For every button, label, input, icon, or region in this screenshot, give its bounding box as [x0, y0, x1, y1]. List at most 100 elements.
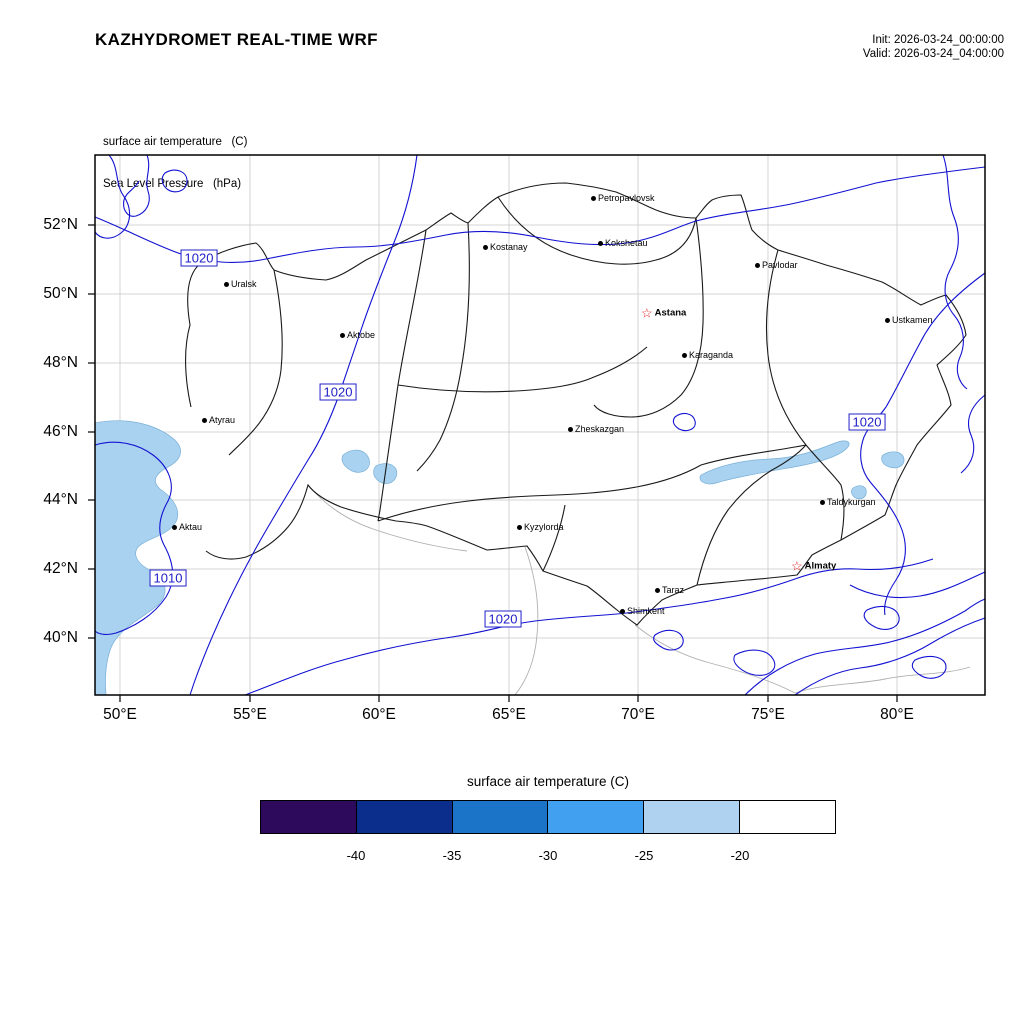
- colorbar: [260, 800, 836, 834]
- colorbar-segment: [644, 801, 741, 833]
- city-dot-icon: [598, 240, 603, 246]
- city-label: Almaty: [804, 560, 837, 572]
- colorbar-tick-label: -20: [730, 848, 750, 863]
- city-label: Karaganda: [689, 350, 734, 360]
- city-marker: Petropavlovsk: [591, 193, 655, 203]
- lat-tick-label: 48°N: [43, 354, 78, 371]
- capital-star-icon: ☆: [641, 305, 653, 320]
- lon-tick-label: 50°E: [103, 706, 137, 723]
- lat-tick-label: 52°N: [43, 216, 78, 233]
- neighbor-borders: [307, 484, 971, 696]
- city-label: Astana: [654, 307, 687, 319]
- colorbar-title: surface air temperature (C): [466, 774, 630, 789]
- city-dot-icon: [820, 499, 825, 505]
- city-dot-icon: [620, 608, 625, 614]
- city-dot-icon: [591, 195, 596, 201]
- colorbar-tick-label: -30: [538, 848, 558, 863]
- city-marker-capital: ☆ Astana: [641, 305, 687, 320]
- axis-ticks: [88, 224, 898, 702]
- city-marker: Atyrau: [202, 415, 235, 425]
- lon-tick-label: 80°E: [880, 706, 914, 723]
- city-label: Taldykurgan: [827, 497, 876, 507]
- city-marker: Kyzylorda: [517, 522, 564, 532]
- lake-alakol: [850, 485, 867, 500]
- capital-star-icon: ☆: [791, 558, 803, 573]
- pressure-contour-label: 1020: [319, 383, 357, 401]
- lon-tick-label: 65°E: [492, 706, 526, 723]
- lon-tick-label: 60°E: [362, 706, 396, 723]
- city-label: Kostanay: [490, 242, 528, 252]
- colorbar-segment: [261, 801, 357, 833]
- colorbar-segment: [548, 801, 645, 833]
- pressure-contour-label: 1020: [848, 413, 886, 431]
- page-title: KAZHYDROMET REAL-TIME WRF: [95, 30, 378, 49]
- city-dot-icon: [224, 281, 229, 287]
- city-label: Pavlodar: [762, 260, 798, 270]
- city-marker: Shimkent: [620, 606, 665, 616]
- country-borders: [185, 182, 967, 626]
- field-label-temperature: surface air temperature (C): [103, 136, 248, 148]
- city-dot-icon: [885, 317, 890, 323]
- city-dot-icon: [340, 332, 345, 338]
- city-label: Shimkent: [627, 606, 665, 616]
- city-label: Aktau: [179, 522, 203, 532]
- city-dot-icon: [568, 426, 573, 432]
- pressure-contour-label: 1020: [180, 249, 218, 267]
- city-dot-icon: [517, 524, 522, 530]
- city-label: Zheskazgan: [575, 424, 625, 434]
- pressure-contours: [94, 154, 986, 696]
- city-marker: Pavlodar: [755, 260, 798, 270]
- pressure-contour-label: 1020: [484, 610, 522, 628]
- city-marker: Taraz: [655, 585, 684, 595]
- city-dot-icon: [483, 244, 488, 250]
- city-marker: Ustkamen: [885, 315, 933, 325]
- city-marker: Aktau: [172, 522, 202, 532]
- city-marker: Taldykurgan: [820, 497, 876, 507]
- city-marker: Uralsk: [224, 279, 257, 289]
- city-label: Atyrau: [209, 415, 236, 425]
- lon-tick-label: 55°E: [233, 706, 267, 723]
- pressure-contour-label: 1010: [149, 569, 187, 587]
- lat-tick-label: 42°N: [43, 560, 78, 577]
- city-label: Kokshetau: [605, 238, 648, 248]
- caspian-sea: [94, 420, 181, 696]
- colorbar-segment: [452, 801, 549, 833]
- lat-tick-label: 50°N: [43, 285, 78, 302]
- city-marker: Kostanay: [483, 242, 528, 252]
- city-marker: Karaganda: [682, 350, 733, 360]
- city-marker: Kokshetau: [598, 238, 648, 248]
- city-dot-icon: [682, 352, 687, 358]
- valid-time: Valid: 2026-03-24_04:00:00: [862, 48, 1004, 60]
- lake-balkhash: [699, 440, 850, 485]
- city-label: Ustkamen: [892, 315, 933, 325]
- map-canvas: 1020 1020 1020 1020 1010 Petropavlovsk K…: [88, 154, 986, 702]
- lon-tick-label: 70°E: [621, 706, 655, 723]
- kazakhstan-outline: [185, 182, 967, 626]
- colorbar-tick-label: -40: [346, 848, 366, 863]
- lon-tick-label: 75°E: [751, 706, 785, 723]
- colorbar-ticks: -40 -35 -30 -25 -20: [260, 848, 836, 866]
- city-dot-icon: [202, 417, 207, 423]
- city-marker: Zheskazgan: [568, 424, 624, 434]
- lat-tick-label: 44°N: [43, 491, 78, 508]
- city-label: Aktobe: [347, 330, 376, 340]
- aral-sea: [341, 449, 370, 473]
- city-marker: Aktobe: [340, 330, 375, 340]
- city-marker-capital: ☆ Almaty: [791, 558, 837, 573]
- city-label: Taraz: [662, 585, 685, 595]
- map-graphics: [88, 154, 986, 702]
- city-dot-icon: [172, 524, 177, 530]
- colorbar-tick-label: -25: [634, 848, 654, 863]
- init-time: Init: 2026-03-24_00:00:00: [872, 34, 1004, 46]
- lat-tick-label: 46°N: [43, 423, 78, 440]
- map-frame: [94, 154, 986, 696]
- city-dot-icon: [655, 587, 660, 593]
- field-labels: surface air temperature (C) Sea Level Pr…: [103, 107, 247, 219]
- lat-tick-label: 40°N: [43, 629, 78, 646]
- colorbar-segment: [356, 801, 453, 833]
- colorbar-tick-label: -35: [442, 848, 462, 863]
- city-dot-icon: [755, 262, 760, 268]
- city-label: Petropavlovsk: [598, 193, 655, 203]
- city-label: Uralsk: [231, 279, 257, 289]
